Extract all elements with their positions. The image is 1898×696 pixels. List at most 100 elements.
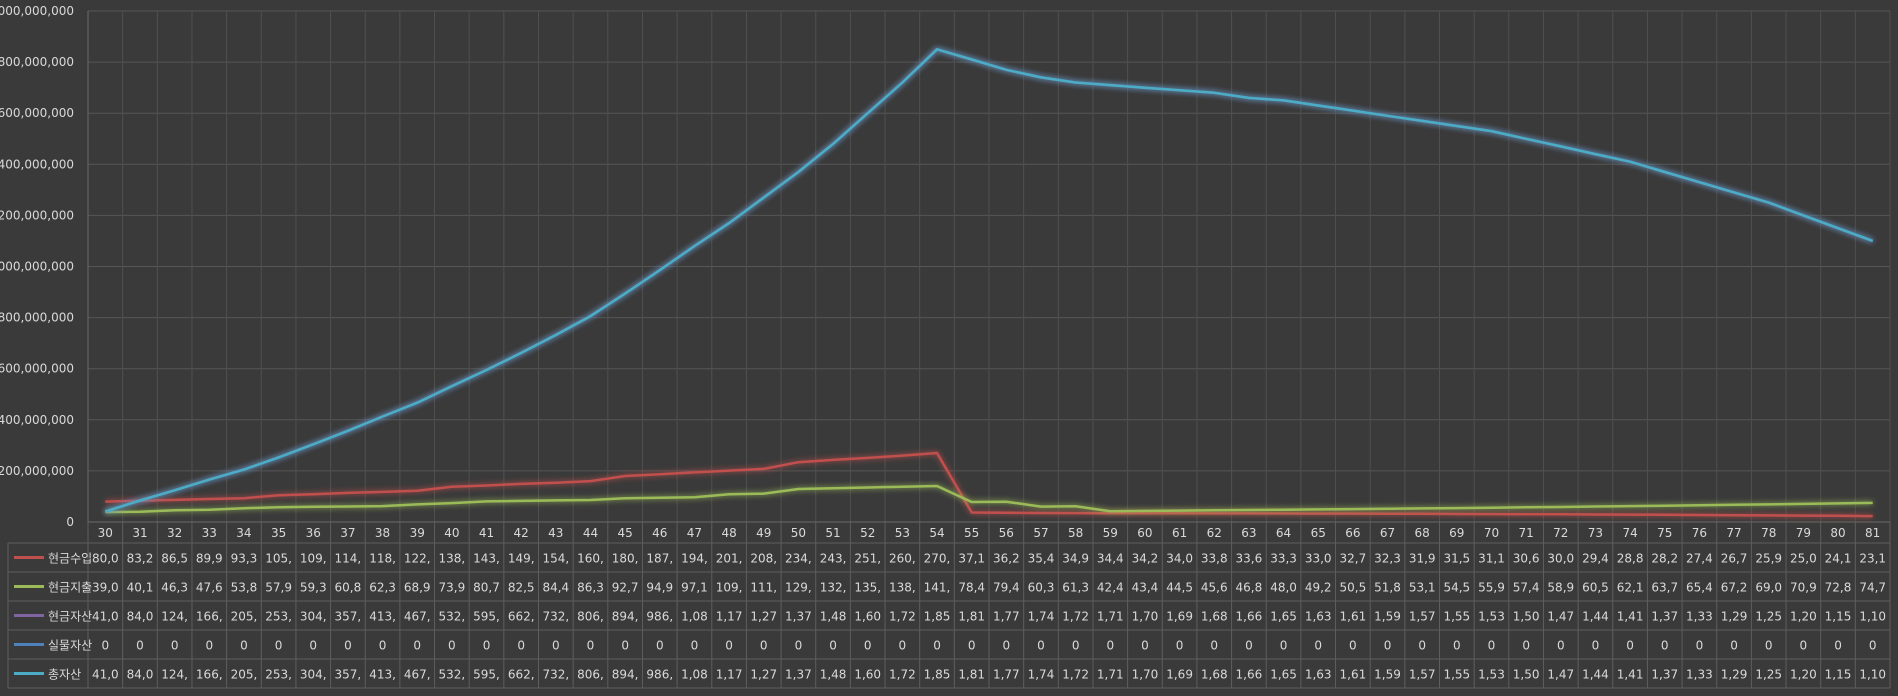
- table-cell: 69,0: [1755, 581, 1782, 595]
- y-tick-label: 1,000,000,000: [0, 260, 74, 274]
- table-cell: 0: [725, 639, 733, 653]
- x-category-label: 40: [444, 526, 459, 540]
- table-cell: 0: [829, 639, 837, 653]
- x-category-label: 58: [1068, 526, 1083, 540]
- table-cell: 55,9: [1478, 581, 1505, 595]
- x-category-label: 41: [479, 526, 494, 540]
- table-cell: 1,29: [1721, 610, 1748, 624]
- table-cell: 43,4: [1132, 581, 1159, 595]
- x-category-label: 62: [1207, 526, 1222, 540]
- table-cell: 0: [1453, 639, 1461, 653]
- table-cell: 57,9: [265, 581, 292, 595]
- table-cell: 34,9: [1062, 552, 1089, 566]
- table-cell: 111,: [750, 581, 777, 595]
- table-cell: 0: [1072, 639, 1080, 653]
- table-cell: 0: [1765, 639, 1773, 653]
- table-cell: 0: [1522, 639, 1530, 653]
- table-cell: 0: [1210, 639, 1218, 653]
- x-category-label: 73: [1588, 526, 1603, 540]
- table-cell: 32,3: [1374, 552, 1401, 566]
- table-cell: 132,: [820, 581, 847, 595]
- table-cell: 1,74: [1028, 668, 1055, 682]
- table-cell: 0: [1730, 639, 1738, 653]
- table-cell: 1,50: [1513, 610, 1540, 624]
- table-cell: 0: [413, 639, 421, 653]
- table-cell: 1,20: [1790, 610, 1817, 624]
- table-cell: 806,: [577, 668, 604, 682]
- table-cell: 0: [968, 639, 976, 653]
- table-cell: 48,0: [1270, 581, 1297, 595]
- x-category-label: 78: [1761, 526, 1776, 540]
- table-cell: 70,9: [1790, 581, 1817, 595]
- table-cell: 1,59: [1374, 610, 1401, 624]
- table-cell: 243,: [820, 552, 847, 566]
- table-cell: 1,10: [1859, 668, 1886, 682]
- series-line: [105, 484, 1873, 514]
- x-category-label: 71: [1518, 526, 1533, 540]
- table-cell: 0: [1488, 639, 1496, 653]
- table-cell: 0: [240, 639, 248, 653]
- table-cell: 135,: [854, 581, 881, 595]
- table-cell: 1,15: [1825, 668, 1852, 682]
- table-cell: 53,1: [1409, 581, 1436, 595]
- table-cell: 60,3: [1028, 581, 1055, 595]
- table-cell: 41,0: [92, 668, 119, 682]
- table-cell: 357,: [335, 610, 362, 624]
- table-cell: 0: [795, 639, 803, 653]
- table-cell: 33,3: [1270, 552, 1297, 566]
- table-cell: 149,: [508, 552, 535, 566]
- table-cell: 205,: [231, 668, 258, 682]
- table-cell: 0: [1314, 639, 1322, 653]
- table-cell: 23,1: [1859, 552, 1886, 566]
- table-cell: 39,0: [92, 581, 119, 595]
- x-category-label: 67: [1380, 526, 1395, 540]
- table-cell: 58,9: [1547, 581, 1574, 595]
- table-cell: 0: [1280, 639, 1288, 653]
- table-cell: 138,: [439, 552, 466, 566]
- table-cell: 30,6: [1513, 552, 1540, 566]
- table-cell: 0: [309, 639, 317, 653]
- gridlines: [87, 10, 1891, 523]
- table-cell: 33,0: [1305, 552, 1332, 566]
- table-cell: 1,61: [1340, 610, 1367, 624]
- y-tick-label: 800,000,000: [0, 311, 74, 325]
- table-cell: 0: [1834, 639, 1842, 653]
- table-cell: 78,4: [958, 581, 985, 595]
- table-cell: 894,: [612, 610, 639, 624]
- table-cell: 32,7: [1340, 552, 1367, 566]
- table-cell: 25,9: [1755, 552, 1782, 566]
- table-cell: 0: [552, 639, 560, 653]
- table-cell: 62,3: [369, 581, 396, 595]
- x-category-label: 61: [1172, 526, 1187, 540]
- table-cell: 894,: [612, 668, 639, 682]
- table-cell: 31,5: [1443, 552, 1470, 566]
- table-cell: 82,5: [508, 581, 535, 595]
- table-cell: 1,08: [681, 610, 708, 624]
- table-cell: 467,: [404, 610, 431, 624]
- table-cell: 1,65: [1270, 610, 1297, 624]
- table-cell: 0: [899, 639, 907, 653]
- table-cell: 86,3: [577, 581, 604, 595]
- y-tick-label: 400,000,000: [0, 413, 74, 427]
- table-cell: 1,57: [1409, 668, 1436, 682]
- table-cell: 1,37: [785, 610, 812, 624]
- x-category-label: 72: [1553, 526, 1568, 540]
- x-category-label: 77: [1726, 526, 1741, 540]
- table-cell: 53,8: [231, 581, 258, 595]
- table-cell: 1,81: [958, 668, 985, 682]
- table-cell: 49,2: [1305, 581, 1332, 595]
- table-cell: 1,53: [1478, 610, 1505, 624]
- table-cell: 0: [1557, 639, 1565, 653]
- table-cell: 1,74: [1028, 610, 1055, 624]
- legend-label: 실물자산: [48, 639, 92, 653]
- table-cell: 1,29: [1721, 668, 1748, 682]
- table-cell: 24,1: [1825, 552, 1852, 566]
- data-table: 30 31 32 33 34 35 36 37 38 39 40 41 42 43 44 45 46 47 48 49…: [7, 521, 1891, 689]
- table-cell: 0: [379, 639, 387, 653]
- table-cell: 1,37: [785, 668, 812, 682]
- table-cell: 166,: [196, 668, 223, 682]
- y-tick-label: 600,000,000: [0, 362, 74, 376]
- table-cell: 80,7: [473, 581, 500, 595]
- table-cell: 1,17: [716, 668, 743, 682]
- table-cell: 35,4: [1028, 552, 1055, 566]
